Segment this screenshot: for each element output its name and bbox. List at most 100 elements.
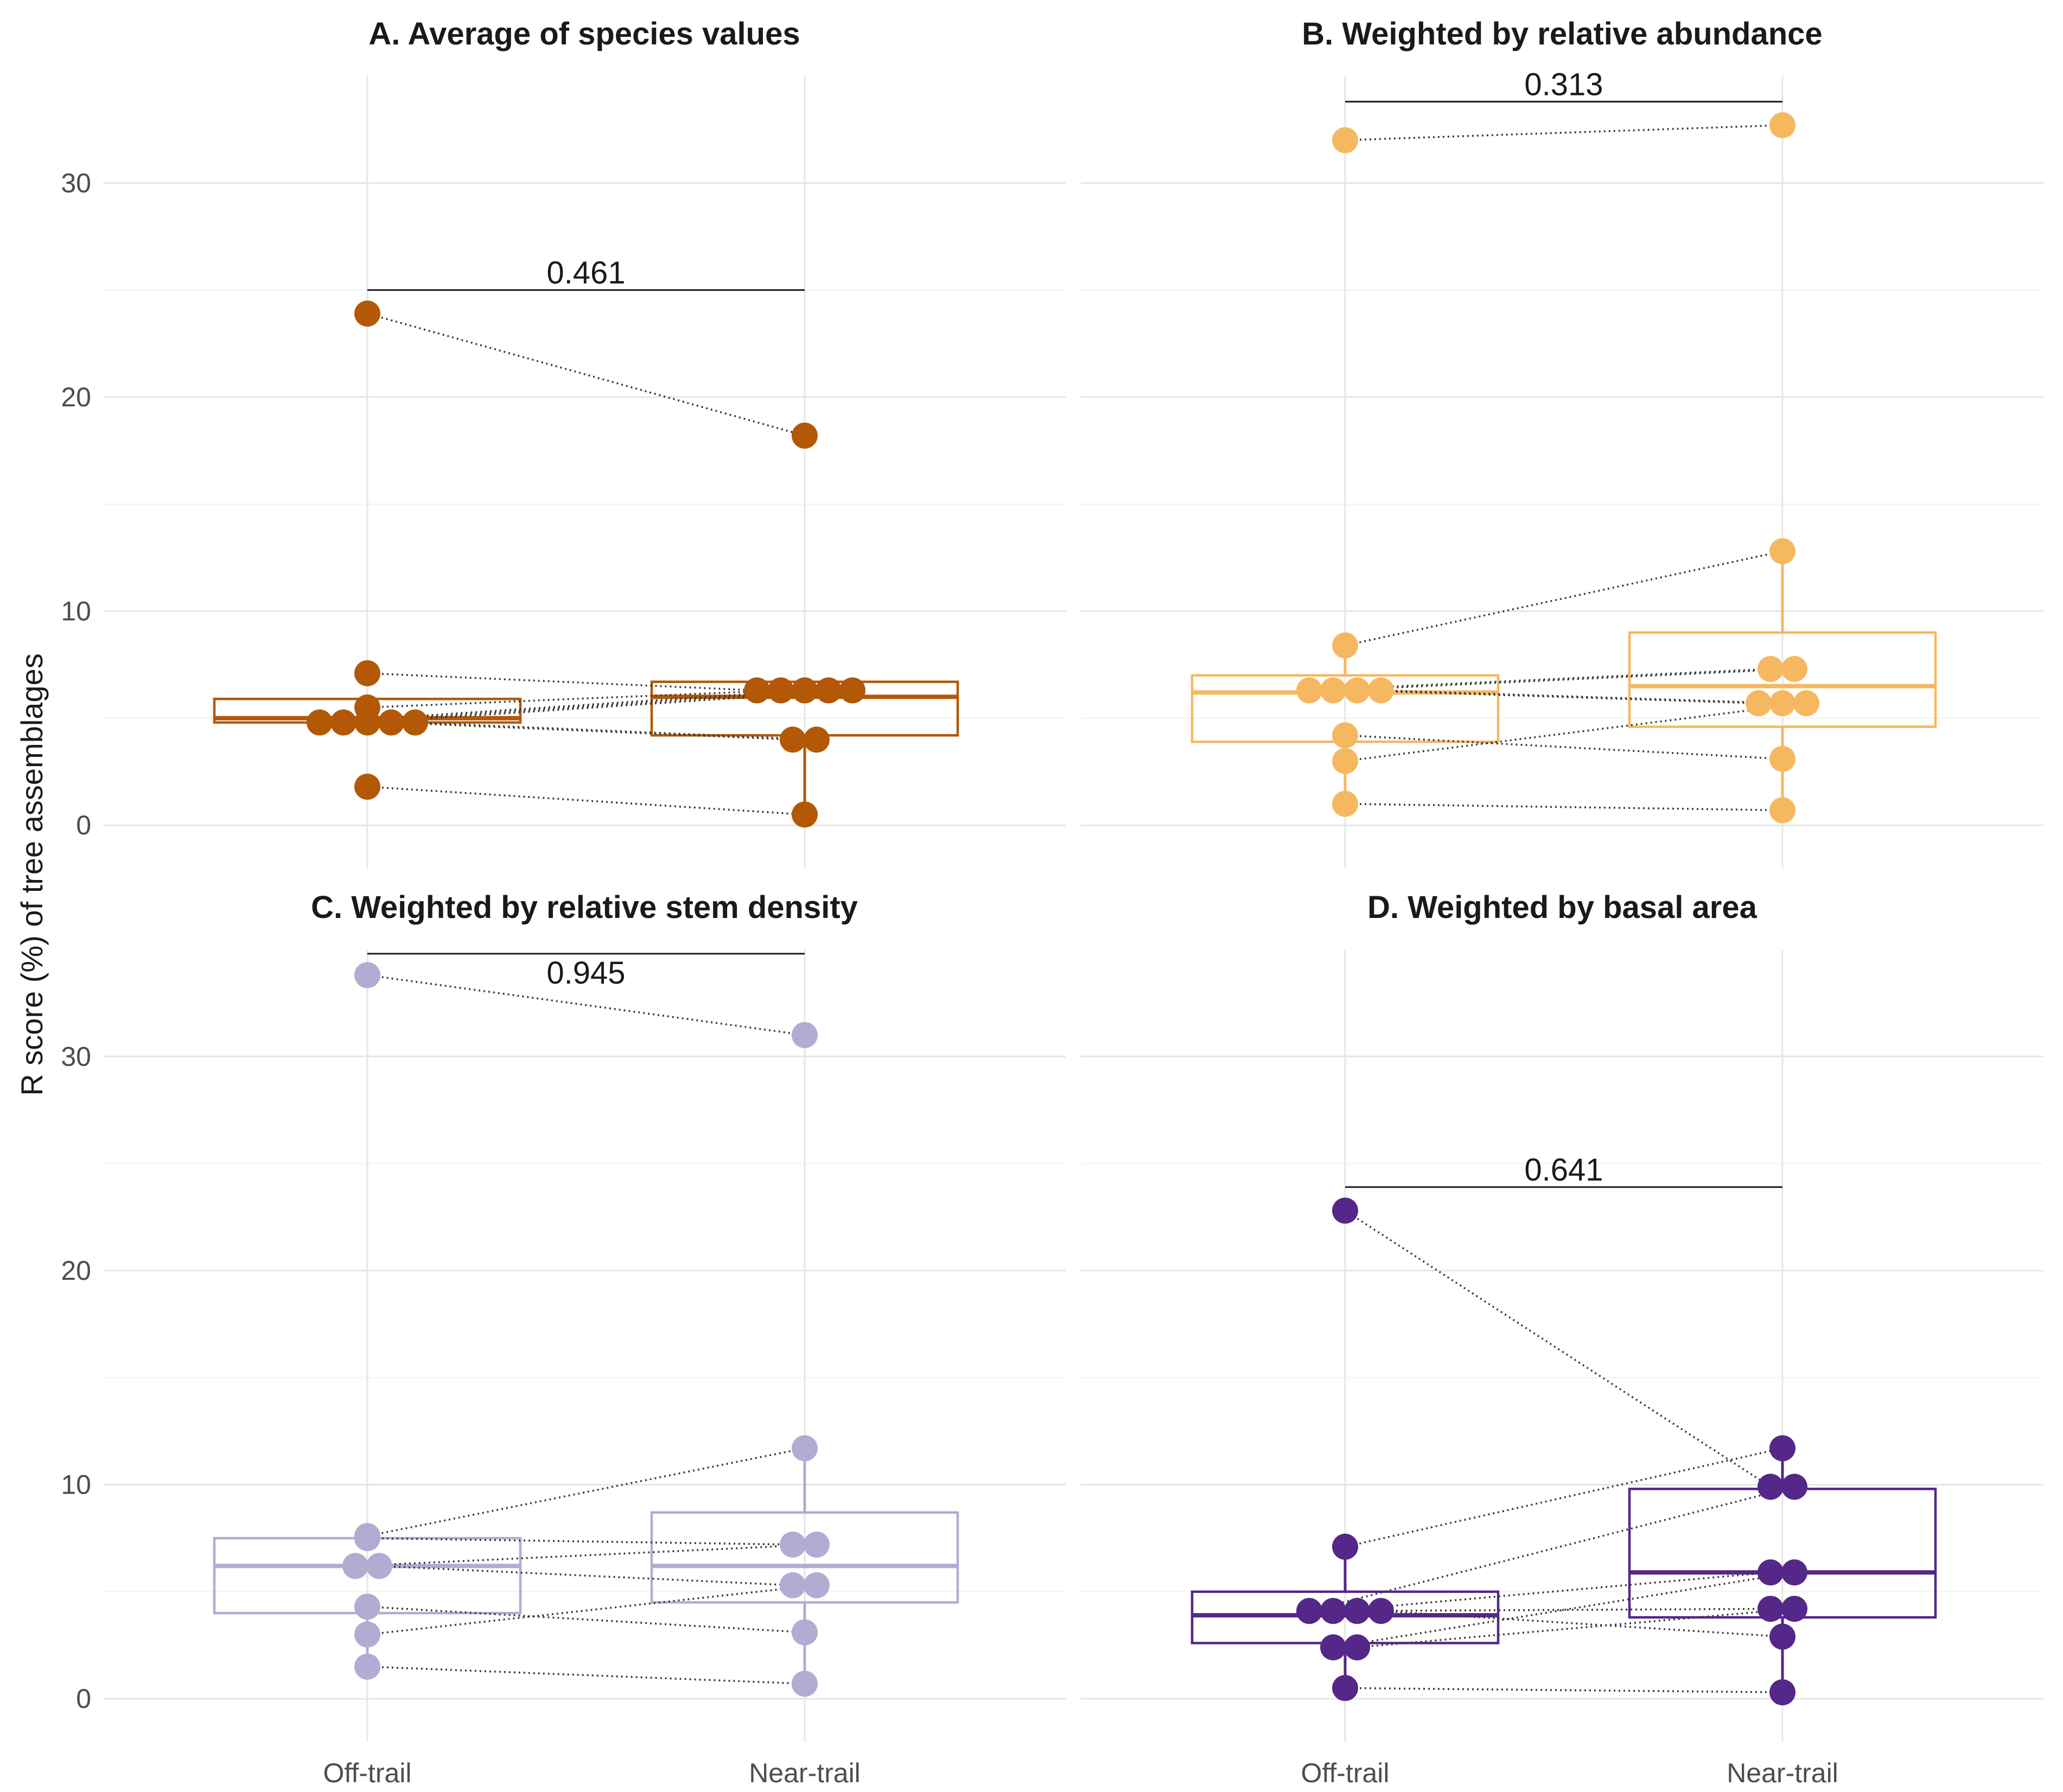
- data-point: [792, 1435, 818, 1462]
- data-point: [1769, 745, 1795, 772]
- pair-line: [1357, 1608, 1771, 1612]
- data-point: [1344, 1598, 1370, 1624]
- panel-title: B. Weighted by relative abundance: [1302, 16, 1822, 52]
- p-value-label: 0.641: [1524, 1152, 1603, 1188]
- y-tick-label: 10: [61, 1469, 91, 1500]
- panel-title: A. Average of species values: [368, 16, 800, 52]
- data-point: [1769, 1435, 1795, 1462]
- panel-d: D. Weighted by basal area Off-trail Near-t…: [1081, 890, 2043, 1788]
- data-point: [744, 677, 770, 704]
- pair-line: [391, 721, 793, 741]
- pair-line: [367, 1584, 817, 1636]
- pair-line: [1309, 1485, 1795, 1612]
- data-point: [1332, 632, 1358, 659]
- panel-title: C. Weighted by relative stem density: [311, 890, 858, 925]
- data-point: [1769, 690, 1795, 717]
- data-point: [1758, 1474, 1784, 1500]
- data-point: [780, 726, 806, 753]
- data-point: [1758, 1596, 1784, 1622]
- data-point: [378, 709, 404, 736]
- data-point: [1368, 677, 1394, 704]
- pair-line: [1380, 689, 1783, 704]
- panel-a: A. Average of species values 0 10 20 30 0.461: [61, 16, 1066, 868]
- data-point: [1781, 1474, 1807, 1500]
- data-point: [804, 1572, 830, 1598]
- data-point: [354, 1653, 380, 1680]
- box: [650, 1511, 959, 1604]
- data-point: [1332, 1675, 1358, 1701]
- data-point: [354, 1621, 380, 1648]
- pair-line: [367, 672, 757, 692]
- data-point: [1332, 1197, 1358, 1224]
- panel-c: C. Weighted by relative stem density 0 10 2…: [61, 890, 1066, 1788]
- data-point: [1769, 797, 1795, 824]
- data-point: [354, 301, 380, 327]
- data-point: [1781, 1596, 1807, 1622]
- data-point: [342, 1553, 368, 1579]
- data-point: [1296, 677, 1322, 704]
- data-point: [354, 1593, 380, 1620]
- y-tick-label: 0: [76, 810, 91, 840]
- y-tick-label: 0: [76, 1683, 91, 1714]
- data-point: [307, 709, 333, 736]
- data-point: [1296, 1598, 1322, 1624]
- pair-line: [1345, 550, 1783, 647]
- p-value-label: 0.313: [1524, 67, 1603, 102]
- data-point: [1769, 1679, 1795, 1706]
- data-point: [354, 660, 380, 686]
- y-tick-label: 20: [61, 382, 91, 412]
- data-point: [1758, 656, 1784, 683]
- data-point: [1332, 127, 1358, 154]
- pair-line: [1380, 1610, 1783, 1638]
- data-point: [804, 726, 830, 753]
- data-point: [402, 709, 428, 736]
- x-tick-label: Near-trail: [1727, 1758, 1838, 1788]
- data-point: [792, 1670, 818, 1697]
- pair-line: [379, 1565, 793, 1586]
- data-point: [792, 1022, 818, 1048]
- data-point: [1769, 538, 1795, 564]
- data-point: [354, 774, 380, 800]
- p-value-label: 0.945: [546, 955, 625, 991]
- data-point: [1320, 1598, 1346, 1624]
- data-point: [1332, 1533, 1358, 1560]
- data-point: [1746, 690, 1772, 717]
- data-point: [792, 422, 818, 449]
- data-point: [366, 1553, 392, 1579]
- data-point: [330, 709, 356, 736]
- x-tick-label: Off-trail: [1301, 1758, 1390, 1788]
- data-point: [1758, 1559, 1784, 1586]
- data-point: [1320, 677, 1346, 704]
- data-point: [1769, 112, 1795, 138]
- pair-line: [415, 721, 817, 741]
- data-point: [1781, 1559, 1807, 1586]
- data-point: [1344, 1634, 1370, 1661]
- data-point: [839, 677, 865, 704]
- data-point: [1332, 722, 1358, 749]
- y-axis-title: R score (%) of tree assemblages: [15, 653, 49, 1095]
- pair-line: [355, 1544, 817, 1567]
- data-point: [792, 677, 818, 704]
- data-point: [780, 1531, 806, 1558]
- data-point: [792, 1619, 818, 1646]
- data-point: [1344, 677, 1370, 704]
- data-point: [1320, 1634, 1346, 1661]
- data-point: [780, 1572, 806, 1598]
- pair-line: [367, 974, 805, 1036]
- data-point: [792, 801, 818, 828]
- panel-title: D. Weighted by basal area: [1367, 890, 1757, 925]
- data-point: [354, 1525, 380, 1552]
- box: [1628, 631, 1937, 728]
- y-tick-label: 30: [61, 1041, 91, 1072]
- x-tick-label: Near-trail: [749, 1758, 861, 1788]
- pair-line: [1333, 668, 1795, 692]
- data-point: [1781, 656, 1807, 683]
- y-tick-label: 30: [61, 168, 91, 198]
- panel-b: B. Weighted by relative abundance 0.313: [1081, 16, 2043, 868]
- data-point: [804, 1531, 830, 1558]
- x-tick-label: Off-trail: [323, 1758, 412, 1788]
- pair-line: [367, 689, 781, 709]
- data-point: [1769, 1623, 1795, 1650]
